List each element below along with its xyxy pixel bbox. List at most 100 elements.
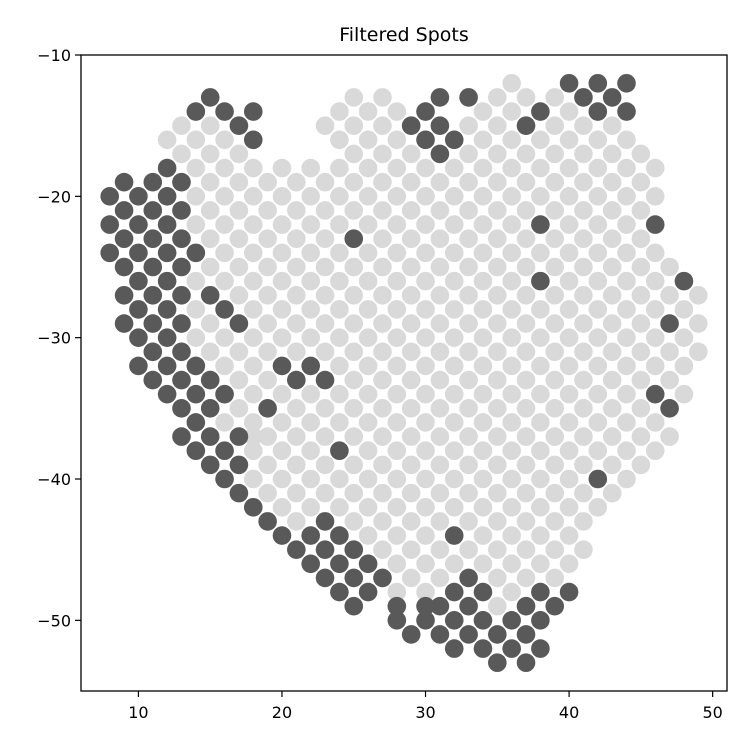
kept-spot — [416, 187, 435, 206]
y-tick-label: −40 — [37, 470, 71, 489]
filtered-spot — [287, 540, 306, 559]
kept-spot — [617, 187, 636, 206]
kept-spot — [516, 342, 536, 362]
kept-spot — [545, 399, 565, 418]
kept-spot — [229, 257, 249, 277]
kept-spot — [387, 413, 407, 432]
filtered-spot — [143, 370, 163, 390]
kept-spot — [387, 526, 407, 545]
filtered-spot — [401, 116, 421, 135]
kept-spot — [516, 257, 536, 277]
y-tick-label: −10 — [37, 46, 71, 65]
kept-spot — [200, 342, 220, 362]
filtered-spot — [143, 257, 163, 277]
kept-spot — [444, 441, 464, 461]
filtered-spot — [114, 314, 134, 333]
kept-spot — [287, 257, 306, 277]
kept-spot — [186, 130, 206, 150]
kept-spot — [416, 526, 435, 545]
kept-spot — [459, 229, 478, 249]
filtered-spot — [157, 271, 177, 291]
kept-spot — [459, 399, 478, 418]
kept-spot — [602, 399, 622, 418]
kept-spot — [602, 314, 622, 333]
kept-spot — [588, 271, 608, 291]
kept-spot — [387, 356, 407, 376]
kept-spot — [502, 300, 521, 319]
filtered-spot — [430, 116, 450, 135]
kept-spot — [373, 512, 392, 531]
kept-spot — [416, 384, 435, 404]
kept-spot — [559, 497, 579, 517]
kept-spot — [617, 328, 636, 347]
kept-spot — [200, 172, 220, 192]
filtered-spot — [157, 384, 177, 404]
kept-spot — [301, 413, 320, 432]
kept-spot — [488, 342, 507, 362]
kept-spot — [344, 342, 364, 362]
kept-spot — [243, 300, 263, 319]
kept-spot — [588, 187, 608, 206]
filtered-spot — [114, 229, 134, 249]
kept-spot — [387, 497, 407, 517]
kept-spot — [559, 384, 579, 404]
kept-spot — [330, 243, 349, 263]
kept-spot — [344, 314, 364, 333]
filtered-spot — [172, 342, 191, 362]
kept-spot — [516, 285, 536, 305]
kept-spot — [344, 257, 364, 277]
kept-spot — [459, 455, 478, 475]
kept-spot — [574, 427, 593, 446]
kept-spot — [516, 314, 536, 333]
kept-spot — [459, 285, 478, 305]
kept-spot — [617, 384, 636, 404]
filtered-spot — [531, 102, 550, 121]
kept-spot — [602, 257, 622, 277]
kept-spot — [229, 399, 249, 418]
filtered-spot — [229, 427, 249, 446]
kept-spot — [344, 201, 364, 220]
filtered-spot — [330, 582, 349, 602]
kept-spot — [416, 582, 435, 602]
kept-spot — [373, 455, 392, 475]
filtered-spot — [430, 596, 450, 616]
kept-spot — [401, 427, 421, 446]
filtered-spot — [229, 116, 249, 135]
kept-spot — [531, 413, 550, 432]
kept-spot — [444, 554, 464, 574]
kept-spot — [559, 158, 579, 178]
kept-spot — [574, 342, 593, 362]
kept-spot — [373, 88, 392, 107]
kept-spot — [430, 229, 450, 249]
kept-spot — [617, 271, 636, 291]
kept-spot — [401, 285, 421, 305]
kept-spot — [602, 370, 622, 390]
kept-spot — [531, 469, 550, 489]
filtered-spot — [129, 300, 148, 319]
kept-spot — [473, 469, 493, 489]
kept-spot — [559, 271, 579, 291]
kept-spot — [200, 257, 220, 277]
kept-spot — [301, 497, 320, 517]
kept-spot — [602, 427, 622, 446]
kept-spot — [488, 201, 507, 220]
kept-spot — [287, 455, 306, 475]
filtered-spot — [215, 384, 234, 404]
kept-spot — [315, 427, 335, 446]
filtered-spot — [114, 257, 134, 277]
kept-spot — [243, 413, 263, 432]
kept-spot — [574, 512, 593, 531]
kept-spot — [488, 172, 507, 192]
kept-spot — [559, 215, 579, 234]
filtered-spot — [330, 526, 349, 545]
kept-spot — [401, 370, 421, 390]
kept-spot — [416, 469, 435, 489]
kept-spot — [631, 399, 651, 418]
filtered-spot — [387, 611, 407, 630]
kept-spot — [229, 342, 249, 362]
kept-spot — [444, 271, 464, 291]
kept-spot — [531, 300, 550, 319]
kept-spot — [531, 554, 550, 574]
kept-spot — [502, 187, 521, 206]
filtered-spot — [258, 399, 277, 418]
